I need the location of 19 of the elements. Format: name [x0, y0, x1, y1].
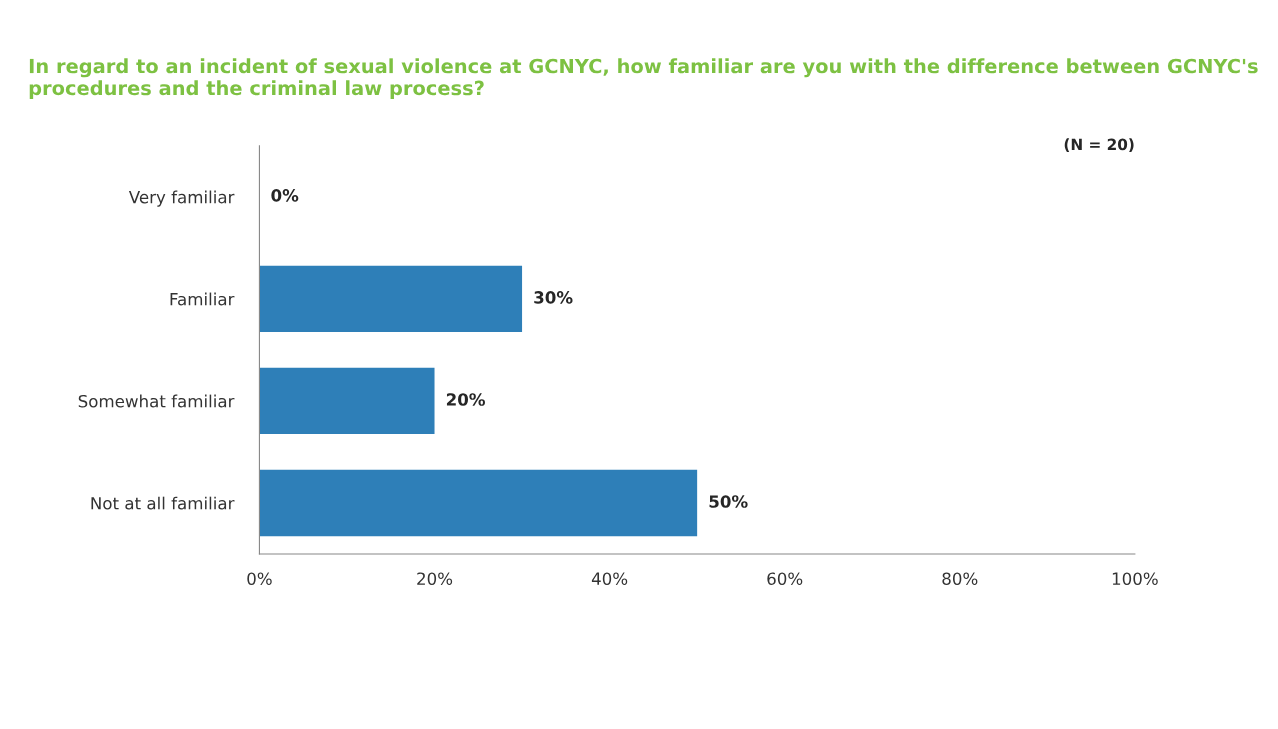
bar	[259, 367, 435, 435]
y-tick-label: Familiar	[170, 292, 235, 306]
y-tick-label: Not at all familiar	[91, 496, 235, 510]
data-label: 0%	[271, 189, 299, 202]
data-label: 20%	[446, 393, 485, 406]
y-tick-label: Very familiar	[128, 190, 235, 207]
y-tick-label: Somewhat familiar	[78, 394, 235, 408]
x-tick-label: 40%	[591, 572, 628, 585]
data-label: 50%	[709, 495, 748, 508]
x-tick-label: 100%	[1112, 572, 1158, 585]
x-tick-label: 60%	[767, 572, 803, 585]
annotation: (N = 20)	[1064, 138, 1134, 152]
data-label: 30%	[534, 291, 573, 304]
chart-title: In regard to an incident of sexual violence at GCNYC, how familiar are you with the difference between GCNYC's procedures and the criminal law process?	[29, 58, 1258, 100]
bar	[259, 469, 698, 537]
bar	[259, 265, 523, 333]
x-tick-label: 0%	[247, 572, 272, 585]
x-tick-label: 80%	[942, 572, 978, 585]
x-tick-label: 20%	[417, 572, 453, 585]
